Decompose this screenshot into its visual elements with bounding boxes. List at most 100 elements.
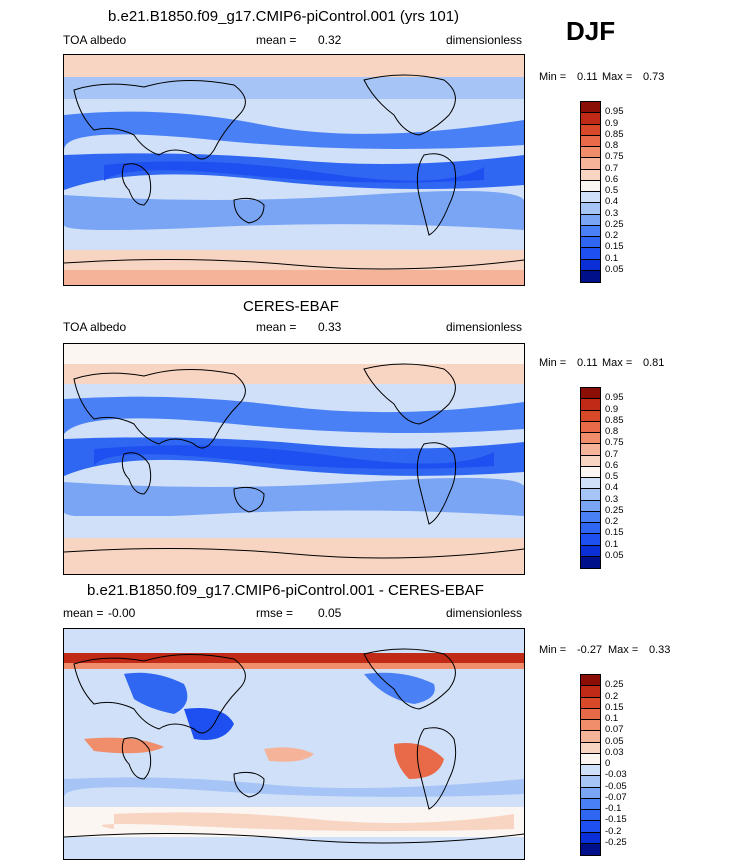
colorbar-tick-label: 0.25 xyxy=(605,679,624,691)
panel3-max-value: 0.33 xyxy=(649,644,671,656)
colorbar-tick-label: 0.6 xyxy=(605,173,619,185)
panel2-map xyxy=(63,343,525,575)
colorbar-swatch xyxy=(581,399,600,411)
colorbar-tick-label: -0.1 xyxy=(605,803,622,814)
colorbar-swatch xyxy=(581,169,600,181)
colorbar-swatch xyxy=(581,421,600,433)
colorbar-tick-label: -0.05 xyxy=(605,780,627,792)
panel2-mean-value: 0.33 xyxy=(318,320,342,334)
colorbar-swatch xyxy=(581,511,600,523)
colorbar-swatch xyxy=(581,410,600,422)
colorbar-swatch xyxy=(581,731,600,743)
colorbar-swatch xyxy=(581,708,600,720)
panel1-variable-label: TOA albedo xyxy=(63,33,127,47)
colorbar-tick-label: 0.75 xyxy=(605,437,624,449)
panel1-units: dimensionless xyxy=(446,33,523,47)
panel3-max-label: Max = xyxy=(608,644,639,656)
colorbar-tick-label: 0.05 xyxy=(605,549,624,561)
panel3-mean-value: -0.00 xyxy=(108,606,136,620)
colorbar-tick-label: 0.7 xyxy=(605,162,619,174)
colorbar-swatch xyxy=(581,388,600,400)
panel2-max-value: 0.81 xyxy=(643,357,665,369)
colorbar-swatch xyxy=(581,765,600,777)
colorbar-swatch xyxy=(581,843,600,855)
colorbar-tick-label: 0.2 xyxy=(605,230,619,241)
colorbar-swatch xyxy=(581,500,600,512)
colorbar-swatch xyxy=(581,832,600,844)
colorbar-swatch xyxy=(581,124,600,136)
colorbar-swatch xyxy=(581,556,600,568)
panel1-map-svg xyxy=(64,55,524,285)
colorbar-tick-label: 0.2 xyxy=(605,690,619,702)
colorbar-swatch xyxy=(581,270,600,282)
colorbar-swatch xyxy=(581,259,600,271)
panel3-title: b.e21.B1850.f09_g17.CMIP6-piControl.001 … xyxy=(87,582,484,599)
colorbar-tick-label: -0.25 xyxy=(605,836,627,848)
colorbar-swatch xyxy=(581,686,600,698)
panel1-min-value: 0.11 xyxy=(577,71,598,83)
panel1-max-value: 0.73 xyxy=(643,71,665,83)
colorbar-tick-label: 0.25 xyxy=(605,504,624,516)
colorbar-swatch xyxy=(581,742,600,754)
colorbar-swatch xyxy=(581,102,600,114)
colorbar-tick-label: -0.03 xyxy=(605,769,627,781)
colorbar-tick-label: 0.7 xyxy=(605,448,619,460)
panel2-min-value: 0.11 xyxy=(577,357,598,369)
colorbar-tick-label: 0.5 xyxy=(605,471,619,482)
colorbar-swatch xyxy=(581,787,600,799)
colorbar-swatch xyxy=(581,753,600,765)
season-label: DJF xyxy=(566,16,616,46)
colorbar-swatch xyxy=(581,798,600,810)
panel3-mean-label: mean = xyxy=(63,606,104,620)
colorbar-tick-label: 0.25 xyxy=(605,218,624,230)
colorbar-tick-label: 0.15 xyxy=(605,527,624,539)
panel2-min-label: Min = xyxy=(539,357,567,369)
colorbar-swatch xyxy=(581,248,600,260)
panel3-rmse-label: rmse = xyxy=(256,606,294,620)
panel1-min-label: Min = xyxy=(539,71,567,83)
panel2-max-label: Max = xyxy=(602,357,633,369)
colorbar-tick-label: 0.5 xyxy=(605,185,619,196)
colorbar-tick-label: 0.95 xyxy=(605,106,624,118)
colorbar-tick-label: 0.03 xyxy=(605,746,624,758)
panel2-units: dimensionless xyxy=(446,320,523,334)
colorbar-swatch xyxy=(581,113,600,125)
colorbar-tick-label: 0.1 xyxy=(605,713,619,724)
colorbar-swatch xyxy=(581,158,600,170)
colorbar-swatch xyxy=(581,489,600,501)
panel3-colorbar xyxy=(580,674,601,856)
colorbar-swatch xyxy=(581,180,600,192)
colorbar-tick-label: 0.85 xyxy=(605,128,624,140)
colorbar-swatch xyxy=(581,776,600,788)
colorbar-tick-label: -0.15 xyxy=(605,814,627,826)
colorbar-tick-label: 0.8 xyxy=(605,140,619,151)
colorbar-swatch xyxy=(581,203,600,215)
colorbar-swatch xyxy=(581,545,600,557)
colorbar-tick-label: 0.85 xyxy=(605,414,624,426)
colorbar-tick-label: 0.6 xyxy=(605,459,619,471)
panel1-map xyxy=(63,54,525,286)
panel3-min-label: Min = xyxy=(539,644,567,656)
panel2-map-svg xyxy=(64,344,524,574)
colorbar-tick-label: 0.15 xyxy=(605,701,624,713)
panel3-map xyxy=(63,628,525,860)
colorbar-swatch xyxy=(581,534,600,546)
colorbar-swatch xyxy=(581,810,600,822)
colorbar-swatch xyxy=(581,192,600,204)
colorbar-tick-label: 0.07 xyxy=(605,724,624,736)
colorbar-tick-label: 0.3 xyxy=(605,207,619,219)
colorbar-swatch xyxy=(581,697,600,709)
panel2-title: CERES-EBAF xyxy=(243,298,339,315)
panel1-colorbar xyxy=(580,101,601,283)
colorbar-tick-label: 0.8 xyxy=(605,426,619,437)
colorbar-tick-label: 0.75 xyxy=(605,151,624,163)
colorbar-swatch xyxy=(581,720,600,732)
colorbar-tick-label: -0.07 xyxy=(605,791,627,803)
colorbar-tick-label: 0.4 xyxy=(605,482,619,494)
colorbar-tick-label: 0.2 xyxy=(605,516,619,527)
colorbar-swatch xyxy=(581,444,600,456)
colorbar-tick-label: 0.4 xyxy=(605,196,619,208)
colorbar-tick-label: 0 xyxy=(605,758,611,769)
colorbar-tick-label: 0.95 xyxy=(605,392,624,404)
colorbar-tick-label: -0.2 xyxy=(605,825,622,837)
